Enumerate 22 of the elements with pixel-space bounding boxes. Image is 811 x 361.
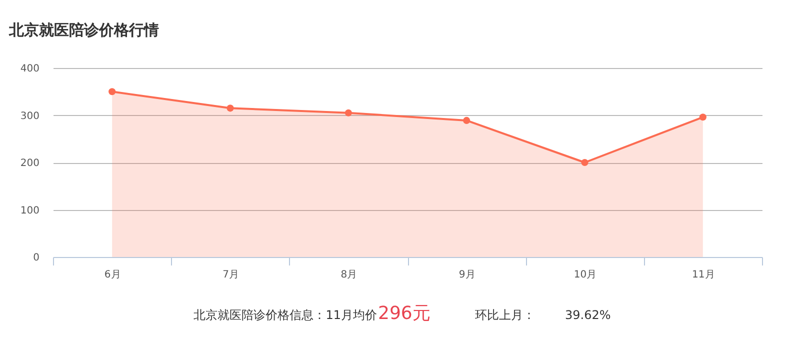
y-tick-label: 0 [33, 252, 40, 264]
x-tick-label: 8月 [340, 270, 358, 280]
y-tick-label: 400 [20, 64, 40, 74]
point [699, 114, 706, 121]
chart-title: 北京就医陪诊价格行情 [8, 21, 159, 39]
point [226, 104, 234, 112]
point [108, 88, 116, 96]
x-tick-label: 10月 [574, 270, 597, 280]
x-tick-label: 11月 [692, 270, 715, 280]
y-tick-label: 200 [20, 158, 40, 169]
text: 39.62% [565, 308, 611, 322]
text: 296元 [378, 303, 430, 324]
text: 环比上月： [475, 308, 535, 322]
point [463, 116, 470, 124]
x-tick-label: 6月 [104, 270, 121, 280]
point [344, 109, 352, 116]
x-tick-label: 9月 [458, 270, 476, 280]
y-tick-label: 100 [20, 205, 40, 216]
y-tick-label: 300 [20, 110, 40, 122]
text: 北京就医陪诊价格信息：11月均价 [194, 308, 377, 322]
point [581, 158, 588, 166]
x-tick-label: 7月 [222, 270, 239, 280]
